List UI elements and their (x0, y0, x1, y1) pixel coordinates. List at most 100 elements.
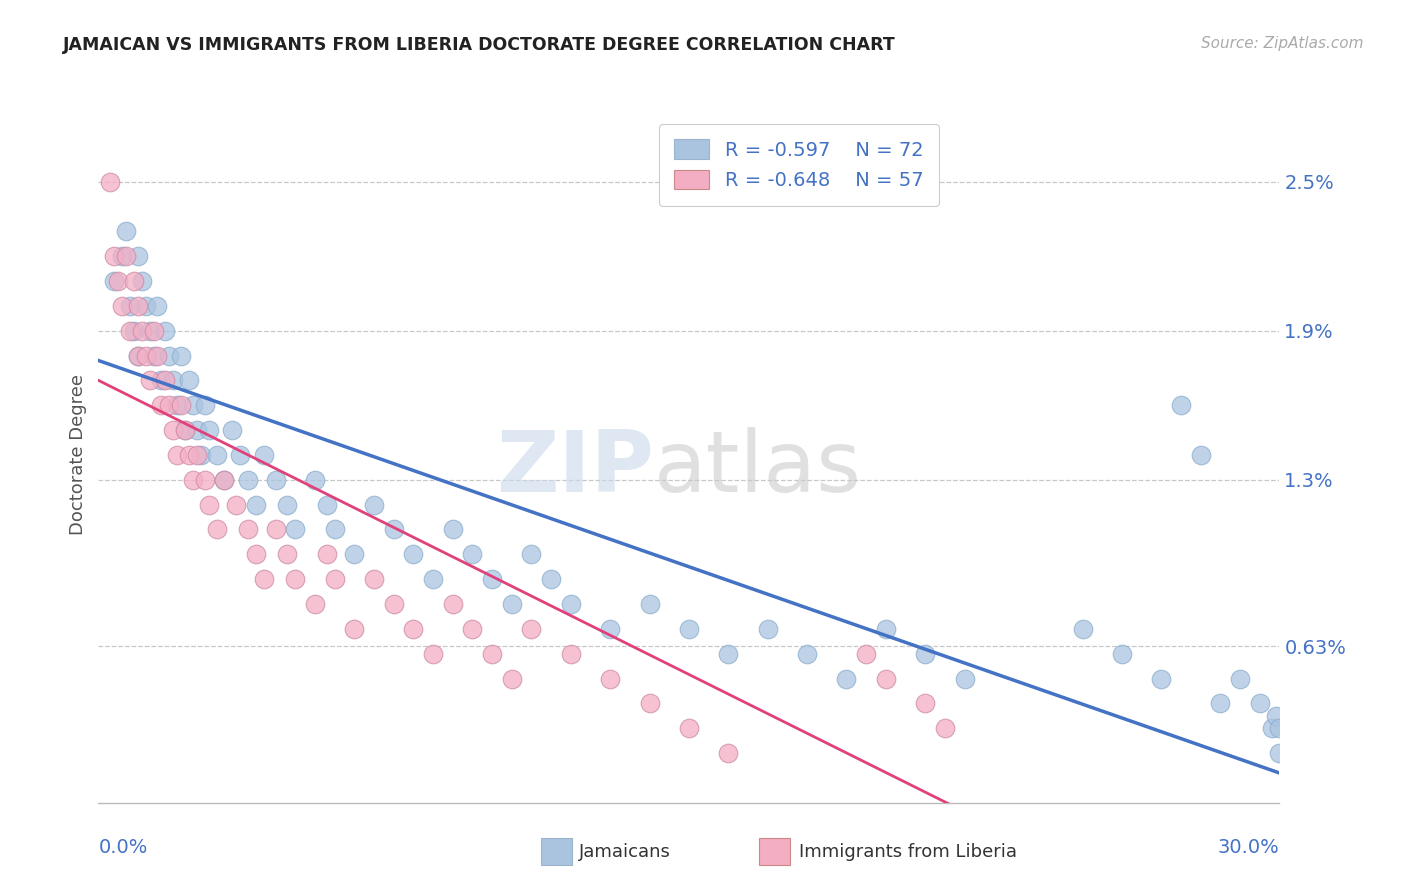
Point (717, 746, 740, 760)
Point (855, 647, 877, 661)
Point (560, 647, 582, 661)
Point (162, 373, 184, 387)
Point (214, 473, 236, 487)
Point (363, 572, 385, 586)
Point (599, 672, 621, 686)
Point (155, 373, 177, 387)
Point (914, 647, 936, 661)
Point (190, 448, 212, 462)
Point (678, 622, 700, 636)
Text: Source: ZipAtlas.com: Source: ZipAtlas.com (1201, 36, 1364, 51)
Point (501, 672, 523, 686)
Point (304, 473, 326, 487)
Point (638, 597, 661, 611)
Point (181, 398, 204, 412)
Point (315, 498, 337, 512)
Legend: R = -0.597    N = 72, R = -0.648    N = 57: R = -0.597 N = 72, R = -0.648 N = 57 (659, 124, 939, 206)
Point (236, 473, 259, 487)
Point (146, 349, 169, 363)
Point (118, 299, 141, 313)
Point (253, 572, 276, 586)
Point (560, 597, 582, 611)
Point (953, 672, 976, 686)
Point (111, 299, 134, 313)
Point (138, 373, 160, 387)
Point (127, 349, 149, 363)
Point (142, 324, 165, 338)
Point (1189, 448, 1212, 462)
Point (264, 523, 287, 537)
Point (1249, 697, 1271, 711)
Point (1111, 647, 1133, 661)
Point (382, 597, 405, 611)
Point (1260, 721, 1282, 735)
Text: JAMAICAN VS IMMIGRANTS FROM LIBERIA DOCTORATE DEGREE CORRELATION CHART: JAMAICAN VS IMMIGRANTS FROM LIBERIA DOCT… (63, 36, 896, 54)
Point (245, 498, 267, 512)
Point (122, 274, 145, 288)
Point (284, 523, 307, 537)
Point (131, 274, 153, 288)
Point (323, 523, 346, 537)
Point (157, 349, 180, 363)
Point (177, 373, 200, 387)
Point (186, 423, 208, 437)
Point (875, 622, 897, 636)
Point (127, 299, 149, 313)
Point (422, 647, 444, 661)
Point (155, 324, 177, 338)
Point (135, 299, 157, 313)
Point (127, 249, 149, 263)
Point (166, 398, 188, 412)
Point (166, 448, 188, 462)
Point (194, 398, 217, 412)
Point (461, 622, 484, 636)
Point (1071, 622, 1094, 636)
Point (135, 349, 157, 363)
Point (197, 498, 219, 512)
Point (103, 274, 125, 288)
Point (170, 398, 193, 412)
Point (103, 249, 125, 263)
Point (225, 498, 247, 512)
Point (115, 249, 138, 263)
Point (363, 498, 385, 512)
Point (481, 647, 503, 661)
Point (323, 572, 346, 586)
Point (756, 622, 779, 636)
Point (934, 721, 956, 735)
Point (284, 572, 307, 586)
Point (264, 473, 287, 487)
Point (150, 398, 173, 412)
Point (1209, 697, 1232, 711)
Point (678, 721, 700, 735)
Text: 30.0%: 30.0% (1218, 838, 1279, 857)
Point (115, 224, 138, 238)
Point (98, 175, 121, 189)
Point (1264, 708, 1286, 723)
Point (501, 597, 523, 611)
Point (157, 398, 180, 412)
Point (875, 672, 897, 686)
Text: Jamaicans: Jamaicans (579, 843, 671, 861)
Point (276, 498, 298, 512)
Point (441, 523, 464, 537)
Point (205, 523, 228, 537)
Point (717, 647, 740, 661)
Point (229, 448, 252, 462)
Point (1150, 672, 1173, 686)
Point (236, 523, 259, 537)
Point (245, 547, 267, 561)
Point (402, 547, 425, 561)
Point (150, 373, 173, 387)
Point (107, 274, 129, 288)
Point (540, 572, 562, 586)
Point (138, 324, 160, 338)
Point (304, 597, 326, 611)
Point (1170, 398, 1192, 412)
Point (197, 423, 219, 437)
Point (914, 697, 936, 711)
Point (520, 547, 543, 561)
Point (122, 324, 145, 338)
Point (638, 697, 661, 711)
Text: ZIP: ZIP (496, 427, 654, 510)
